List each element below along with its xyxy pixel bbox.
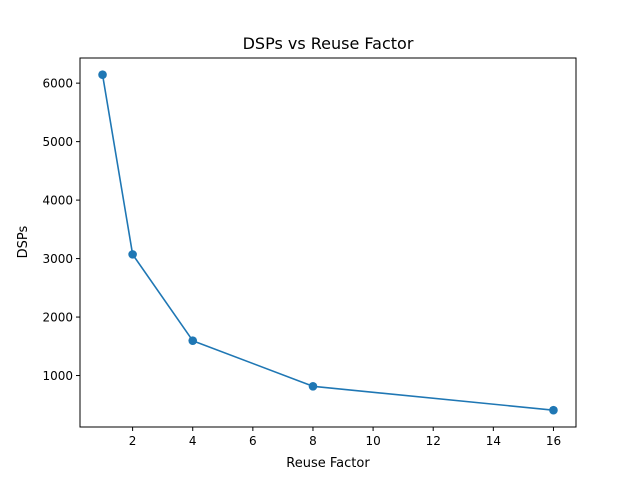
y-axis-ticks: 1000 2000 3000 4000 5000 6000 (42, 77, 80, 383)
data-point (188, 336, 198, 345)
y-tick-label: 1000 (42, 369, 73, 383)
y-tick-label: 5000 (42, 135, 73, 149)
plot-area-frame (79, 57, 577, 428)
x-tick-label: 14 (486, 434, 501, 448)
x-tick-label: 8 (309, 434, 317, 448)
x-tick-label: 6 (249, 434, 257, 448)
y-tick-label: 2000 (42, 311, 73, 325)
data-point (128, 250, 137, 259)
x-tick-label: 2 (129, 434, 137, 448)
y-tick-label: 4000 (42, 194, 73, 208)
chart-title: DSPs vs Reuse Factor (243, 34, 414, 53)
x-tick-label: 10 (365, 434, 380, 448)
data-point (549, 405, 558, 415)
y-tick-label: 6000 (42, 77, 73, 91)
x-tick-label: 4 (189, 434, 197, 448)
x-axis-label: Reuse Factor (286, 456, 370, 471)
y-tick-label: 3000 (42, 252, 73, 266)
x-axis-ticks: 2 4 6 8 10 12 14 16 (129, 427, 561, 448)
data-point (308, 381, 318, 391)
y-axis-label: DSPs (16, 225, 31, 258)
x-tick-label: 16 (546, 434, 561, 448)
data-point (98, 70, 107, 80)
x-tick-label: 12 (426, 434, 441, 448)
series-layer (98, 70, 558, 415)
